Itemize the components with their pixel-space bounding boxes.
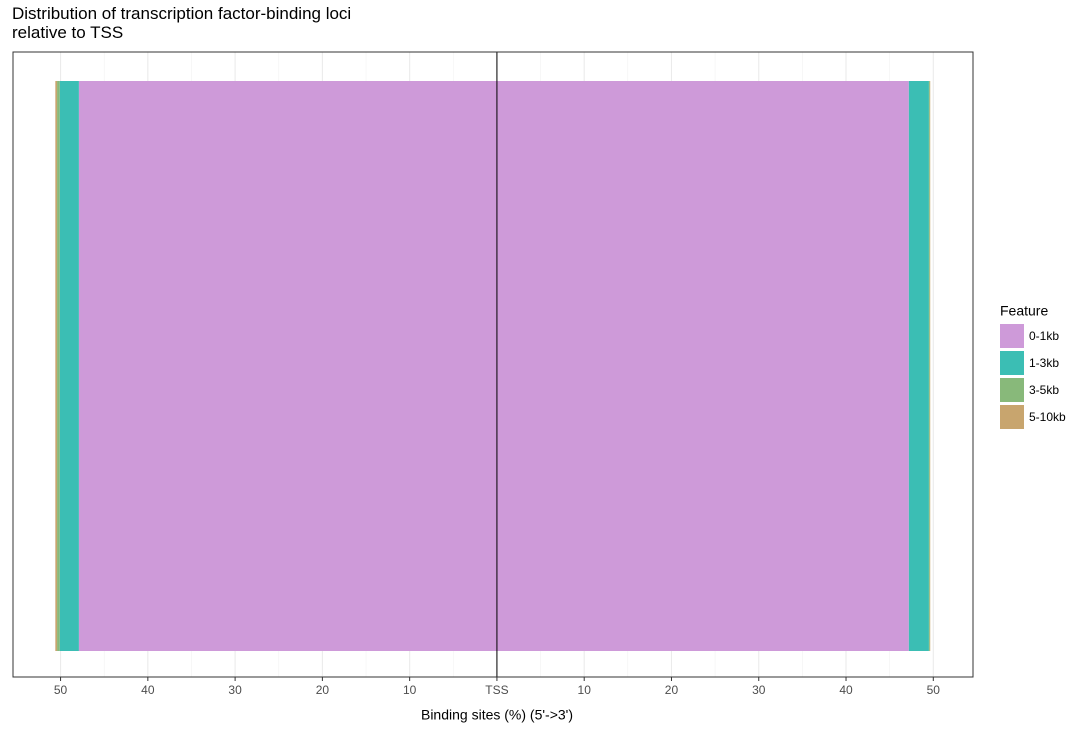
bar-segment [78,81,497,651]
x-tick-label: 40 [839,683,853,697]
bar-segment [57,81,60,651]
bar-segment [908,81,929,651]
legend-swatch [1000,324,1024,348]
x-tick-label: 30 [752,683,766,697]
legend-title: Feature [1000,303,1048,319]
x-tick-label: TSS [485,683,508,697]
legend-label: 5-10kb [1029,410,1066,424]
x-tick-label: 50 [54,683,68,697]
legend-swatch [1000,351,1024,375]
legend-label: 1-3kb [1029,356,1059,370]
bar-segment [496,81,909,651]
legend-label: 0-1kb [1029,329,1059,343]
x-tick-label: 10 [403,683,417,697]
panel-border [12,51,974,678]
x-tick-label: 50 [927,683,941,697]
chart-title: Distribution of transcription factor-bin… [12,4,352,42]
bar-segment [928,81,930,651]
x-tick-label: 40 [141,683,155,697]
legend-swatch [1000,378,1024,402]
bar-segment [55,81,58,651]
x-tick-label: 20 [665,683,679,697]
x-axis-title: Binding sites (%) (5'->3') [421,707,573,723]
legend-swatch [1000,405,1024,429]
bar-segment [59,81,79,651]
legend-label: 3-5kb [1029,383,1059,397]
x-tick-label: 20 [316,683,330,697]
x-tick-label: 30 [228,683,242,697]
x-tick-label: 10 [578,683,592,697]
